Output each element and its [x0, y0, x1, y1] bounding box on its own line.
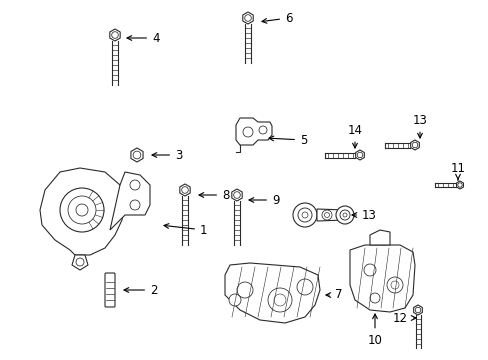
Circle shape — [390, 281, 398, 289]
Text: 7: 7 — [325, 288, 342, 302]
Circle shape — [324, 212, 329, 217]
Polygon shape — [456, 181, 463, 189]
Circle shape — [335, 206, 353, 224]
Polygon shape — [413, 305, 422, 315]
Circle shape — [292, 203, 316, 227]
Polygon shape — [131, 148, 143, 162]
Circle shape — [243, 127, 252, 137]
Polygon shape — [316, 209, 345, 221]
Polygon shape — [349, 245, 414, 312]
Text: 13: 13 — [351, 208, 376, 221]
Polygon shape — [110, 29, 120, 41]
Polygon shape — [180, 184, 190, 196]
Circle shape — [182, 187, 188, 193]
Circle shape — [228, 294, 241, 306]
Text: 3: 3 — [152, 149, 182, 162]
FancyBboxPatch shape — [105, 273, 115, 307]
Text: 6: 6 — [262, 12, 292, 24]
Circle shape — [133, 151, 141, 159]
Polygon shape — [40, 168, 125, 255]
Polygon shape — [410, 140, 419, 150]
Polygon shape — [236, 118, 271, 145]
Polygon shape — [355, 150, 364, 160]
Circle shape — [273, 294, 285, 306]
Circle shape — [342, 213, 346, 217]
Circle shape — [363, 264, 375, 276]
Circle shape — [76, 258, 84, 266]
Text: 2: 2 — [124, 284, 157, 297]
Circle shape — [130, 180, 140, 190]
Circle shape — [302, 212, 307, 218]
Circle shape — [357, 152, 362, 158]
Circle shape — [76, 204, 88, 216]
Text: 10: 10 — [367, 314, 382, 346]
Text: 5: 5 — [268, 134, 307, 147]
Circle shape — [60, 188, 104, 232]
Circle shape — [237, 282, 252, 298]
Circle shape — [296, 279, 312, 295]
Circle shape — [411, 142, 417, 148]
Text: 13: 13 — [412, 113, 427, 138]
Text: 4: 4 — [127, 32, 159, 45]
Polygon shape — [369, 230, 389, 245]
Circle shape — [267, 288, 291, 312]
Circle shape — [369, 293, 379, 303]
Text: 14: 14 — [347, 123, 362, 148]
Text: 9: 9 — [248, 194, 279, 207]
Polygon shape — [231, 189, 242, 201]
Text: 12: 12 — [392, 311, 415, 324]
Circle shape — [68, 196, 96, 224]
Circle shape — [386, 277, 402, 293]
Text: 1: 1 — [163, 224, 207, 237]
Circle shape — [130, 200, 140, 210]
Circle shape — [244, 15, 251, 21]
Polygon shape — [110, 172, 150, 230]
Circle shape — [259, 126, 266, 134]
Circle shape — [233, 192, 240, 198]
Circle shape — [111, 32, 118, 38]
Circle shape — [297, 208, 311, 222]
Polygon shape — [224, 263, 319, 323]
Polygon shape — [72, 255, 88, 270]
Circle shape — [414, 307, 420, 313]
Circle shape — [321, 210, 331, 220]
Polygon shape — [243, 12, 253, 24]
Text: 8: 8 — [199, 189, 229, 202]
Text: 11: 11 — [449, 162, 465, 180]
Circle shape — [457, 183, 461, 187]
Circle shape — [339, 210, 349, 220]
